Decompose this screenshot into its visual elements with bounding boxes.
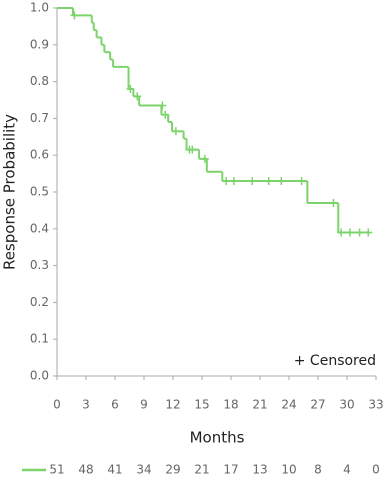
x-tick-label: 33: [368, 398, 383, 412]
x-tick-label: 12: [165, 398, 180, 412]
y-axis-title: Response Probability: [1, 114, 19, 270]
censor-mark: [200, 154, 209, 163]
at-risk-count: 41: [107, 463, 122, 477]
censor-mark: [229, 176, 238, 185]
x-tick-label: 18: [223, 398, 238, 412]
y-tick-label: 0.0: [30, 369, 49, 383]
censor-mark: [248, 176, 257, 185]
x-tick-label: 24: [281, 398, 296, 412]
censor-mark: [188, 145, 197, 154]
at-risk-count: 17: [223, 463, 238, 477]
at-risk-count: 13: [252, 463, 267, 477]
y-tick-label: 1.0: [30, 1, 49, 15]
censor-mark: [297, 176, 306, 185]
x-tick-label: 6: [111, 398, 119, 412]
x-tick-label: 3: [82, 398, 90, 412]
at-risk-count: 4: [343, 463, 351, 477]
at-risk-count: 48: [78, 463, 93, 477]
y-tick-label: 0.2: [30, 295, 49, 309]
x-tick-label: 30: [339, 398, 354, 412]
at-risk-count: 0: [372, 463, 380, 477]
censor-mark: [126, 84, 135, 93]
at-risk-count: 29: [165, 463, 180, 477]
y-tick-label: 0.1: [30, 332, 49, 346]
censor-mark: [329, 199, 338, 208]
x-tick-label: 15: [194, 398, 209, 412]
censor-mark: [133, 92, 142, 101]
at-risk-count: 10: [281, 463, 296, 477]
censor-mark: [355, 228, 364, 237]
at-risk-count: 51: [49, 463, 64, 477]
y-tick-label: 0.9: [30, 37, 49, 51]
at-risk-count: 34: [136, 463, 151, 477]
censor-mark: [222, 176, 231, 185]
censor-mark: [70, 11, 79, 20]
x-tick-label: 27: [310, 398, 325, 412]
censor-mark: [264, 176, 273, 185]
y-tick-label: 0.4: [30, 221, 49, 235]
at-risk-count: 8: [314, 463, 322, 477]
y-tick-label: 0.7: [30, 111, 49, 125]
y-tick-label: 0.3: [30, 258, 49, 272]
censor-mark: [337, 228, 346, 237]
at-risk-count: 21: [194, 463, 209, 477]
censor-mark: [277, 176, 286, 185]
y-tick-label: 0.5: [30, 185, 49, 199]
x-tick-label: 0: [53, 398, 61, 412]
x-tick-label: 9: [140, 398, 148, 412]
censor-mark: [158, 101, 167, 110]
annotation: + Censored: [294, 353, 376, 369]
censor-mark: [171, 127, 180, 136]
x-tick-label: 21: [252, 398, 267, 412]
censor-mark: [345, 228, 354, 237]
y-tick-label: 0.6: [30, 148, 49, 162]
censor-mark: [161, 110, 170, 119]
y-tick-label: 0.8: [30, 74, 49, 88]
censor-mark: [364, 228, 373, 237]
x-axis-title: Months: [190, 429, 245, 447]
